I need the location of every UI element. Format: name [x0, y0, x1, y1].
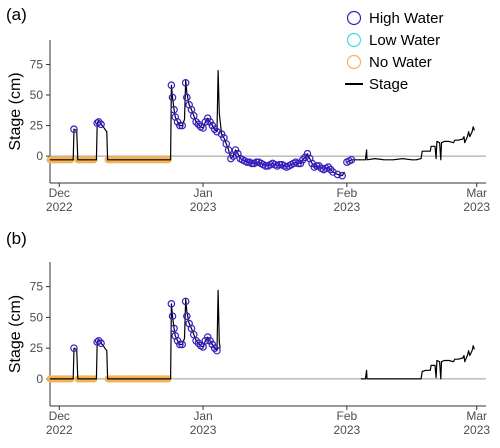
high-water-point	[324, 163, 333, 171]
high-water-point	[167, 300, 176, 308]
high-water-point	[338, 171, 347, 180]
high-water-point	[192, 336, 200, 345]
high-water-point	[315, 162, 323, 170]
high-water-point	[194, 339, 203, 348]
x-tick-label: Dec	[49, 409, 70, 423]
stage-line	[50, 289, 221, 380]
panel-label: (a)	[6, 5, 27, 24]
x-tick-label: 2022	[46, 200, 73, 214]
x-tick-label: Dec	[49, 186, 70, 200]
high-water-point	[326, 165, 335, 174]
y-tick-label: 25	[30, 341, 44, 355]
x-tick-label: 2023	[333, 423, 360, 437]
x-tick-label: 2023	[190, 423, 217, 437]
x-tick-label: Jan	[193, 186, 212, 200]
legend-label: Low Water	[369, 32, 440, 49]
y-tick-label: 75	[30, 57, 44, 71]
high-water-point	[210, 344, 219, 352]
high-water-point	[275, 160, 284, 169]
stage-line	[346, 126, 475, 163]
legend-key-circle	[346, 54, 362, 70]
high-water-point	[70, 344, 78, 352]
high-water-point	[183, 93, 191, 102]
high-water-point	[94, 118, 103, 126]
high-water-point	[170, 105, 178, 114]
legend-label: Stage	[369, 76, 408, 93]
x-tick-label: Feb	[337, 186, 358, 200]
high-water-point	[178, 121, 186, 130]
panel-a: (a)Stage (cm)0255075Dec2022Jan2023Feb202…	[6, 5, 490, 214]
panel-b: (b)Stage (cm)0255075Dec2022Jan2023Feb202…	[6, 229, 490, 437]
high-water-point	[243, 158, 251, 167]
x-tick-label: 2023	[463, 423, 490, 437]
high-water-point	[298, 155, 307, 164]
high-water-point	[227, 154, 235, 163]
y-tick-label: 75	[30, 280, 44, 294]
y-tick-label: 0	[36, 372, 43, 386]
legend-label: No Water	[369, 54, 432, 71]
y-axis-title: Stage (cm)	[7, 72, 24, 150]
high-water-point	[168, 312, 177, 320]
x-tick-label: Jan	[193, 409, 212, 423]
high-water-point	[97, 120, 105, 129]
high-water-point	[97, 339, 105, 348]
high-water-point	[247, 159, 256, 168]
high-water-point	[252, 158, 261, 167]
x-tick-label: 2023	[333, 200, 360, 214]
high-water-point	[183, 312, 191, 320]
high-water-point	[192, 118, 200, 126]
y-tick-label: 0	[36, 149, 43, 163]
high-water-point	[176, 121, 184, 130]
high-water-point	[194, 120, 203, 129]
x-tick-label: 2023	[190, 200, 217, 214]
x-tick-label: 2022	[46, 423, 73, 437]
high-water-point	[210, 125, 219, 134]
legend-key-circle	[346, 32, 362, 48]
high-water-point	[213, 346, 221, 355]
legend-key-circle	[346, 10, 362, 26]
high-water-point	[70, 125, 78, 134]
high-water-point	[170, 324, 178, 333]
y-axis-title: Stage (cm)	[7, 295, 24, 373]
panel-label: (b)	[6, 229, 27, 248]
x-tick-label: Feb	[337, 409, 358, 423]
legend: High Water Low Water No Water Stage	[345, 10, 443, 93]
high-water-point	[347, 155, 356, 164]
x-tick-label: Mar	[466, 186, 487, 200]
high-water-point	[294, 159, 302, 168]
y-tick-label: 50	[30, 88, 44, 102]
x-tick-label: 2023	[463, 200, 490, 214]
y-tick-label: 25	[30, 119, 44, 133]
high-water-point	[181, 78, 190, 87]
high-water-point	[178, 340, 186, 349]
high-water-point	[261, 162, 270, 170]
high-water-point	[168, 93, 177, 102]
high-water-point	[93, 338, 101, 346]
high-water-point	[94, 336, 103, 345]
high-water-point	[167, 81, 176, 90]
high-water-point	[93, 119, 101, 127]
y-tick-label: 50	[30, 310, 44, 324]
x-tick-label: Mar	[466, 409, 487, 423]
high-water-point	[333, 170, 342, 179]
legend-label: High Water	[369, 10, 443, 27]
high-water-point	[176, 340, 184, 349]
stage-line	[360, 345, 475, 380]
high-water-point	[181, 297, 190, 306]
